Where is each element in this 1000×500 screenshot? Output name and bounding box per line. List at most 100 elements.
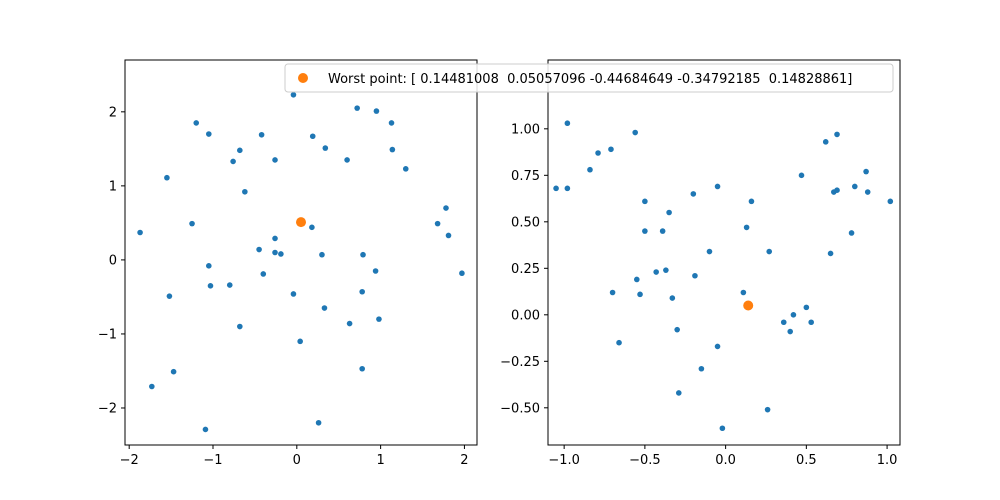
y-tick-label: −2	[98, 401, 117, 416]
data-point	[272, 235, 278, 242]
data-point	[164, 174, 170, 181]
data-point	[848, 230, 855, 236]
data-point	[553, 185, 559, 192]
data-point	[669, 295, 676, 301]
data-point	[659, 228, 666, 234]
data-point	[315, 419, 322, 426]
data-point	[354, 105, 360, 111]
data-point	[260, 271, 267, 277]
data-point	[642, 228, 648, 234]
data-point	[322, 145, 329, 151]
data-point	[166, 293, 173, 299]
data-point	[319, 251, 325, 258]
data-point	[360, 251, 366, 258]
data-point	[666, 209, 672, 216]
data-point	[674, 326, 680, 333]
data-point	[864, 189, 871, 195]
data-point	[402, 166, 409, 172]
data-point	[373, 108, 380, 114]
data-point	[714, 343, 721, 350]
data-point	[653, 269, 659, 275]
data-point	[207, 283, 214, 289]
left-scatter-panel: −2 −1 0 1 2 −2 −1 0 1 2	[98, 59, 478, 468]
data-point	[189, 220, 195, 227]
data-point	[834, 131, 840, 138]
data-point	[834, 187, 840, 193]
x-tick-label: 0.0	[715, 453, 736, 468]
data-point	[445, 232, 452, 239]
data-point	[748, 198, 755, 205]
x-tick-label: 0.5	[796, 453, 817, 468]
data-point	[787, 328, 794, 335]
data-point	[822, 139, 829, 145]
data-point	[740, 289, 747, 296]
data-point	[595, 150, 601, 156]
data-point	[193, 120, 200, 126]
legend: Worst point: [ 0.14481008 0.05057096 -0.…	[284, 63, 894, 93]
y-tick-label: 0.00	[511, 308, 540, 323]
x-tick-label: −0.5	[629, 453, 661, 468]
data-point	[790, 312, 797, 318]
data-point	[376, 316, 382, 322]
data-point	[170, 368, 177, 375]
y-tick-label: 2	[109, 105, 117, 120]
data-point	[706, 248, 713, 255]
data-point	[359, 288, 365, 295]
data-point	[780, 319, 787, 326]
data-point	[851, 183, 858, 190]
data-point	[608, 146, 614, 153]
y-tick-label: −0.25	[500, 355, 540, 370]
data-point	[272, 249, 278, 256]
x-tick-label: 2	[460, 453, 468, 468]
y-tick-label: 0.50	[511, 215, 540, 230]
data-point	[206, 263, 212, 269]
data-point	[887, 198, 894, 205]
data-point	[663, 267, 669, 273]
data-point	[372, 268, 379, 274]
x-tick-label: 0	[293, 453, 301, 468]
data-point	[230, 158, 236, 165]
data-point	[258, 131, 265, 138]
data-point	[690, 191, 697, 197]
data-point	[764, 406, 771, 413]
data-point	[459, 270, 465, 277]
data-point	[675, 390, 682, 396]
data-point	[226, 282, 233, 288]
data-point	[149, 383, 155, 390]
x-tick-label: 1.0	[877, 453, 898, 468]
y-tick-label: 1	[109, 179, 117, 194]
legend-marker	[298, 73, 308, 83]
data-point	[359, 365, 365, 372]
right-scatter-panel: −1.0 −0.5 0.0 0.5 1.0 −0.50 −0.25 0.00 0.25 0.50 0…	[500, 59, 901, 468]
x-tick-label: −1	[203, 453, 222, 468]
data-point	[564, 185, 571, 192]
data-point	[202, 426, 209, 433]
data-point	[344, 157, 350, 163]
x-tick-label: −2	[120, 453, 139, 468]
data-point	[637, 291, 643, 298]
worst-point	[296, 217, 306, 228]
data-point	[798, 172, 805, 179]
data-point	[632, 129, 638, 136]
legend-box	[284, 63, 894, 93]
y-tick-label: 0.25	[511, 262, 540, 277]
y-tick-label: −1	[98, 327, 117, 342]
data-point	[698, 365, 705, 372]
data-point	[346, 320, 353, 327]
data-point	[642, 198, 648, 205]
legend-label: Worst point: [ 0.14481008 0.05057096 -0.…	[328, 72, 852, 87]
data-point	[692, 272, 698, 279]
data-point	[443, 205, 449, 211]
data-point	[309, 224, 315, 231]
data-point	[388, 120, 395, 126]
data-point	[808, 319, 814, 326]
data-point	[827, 250, 834, 257]
data-point	[389, 146, 396, 153]
data-point	[309, 133, 316, 140]
data-point	[256, 246, 262, 253]
x-tick-label: −1.0	[548, 453, 580, 468]
x-tick-label: 1	[376, 453, 384, 468]
data-point	[714, 183, 721, 190]
data-point	[766, 248, 773, 255]
data-point	[634, 276, 640, 283]
